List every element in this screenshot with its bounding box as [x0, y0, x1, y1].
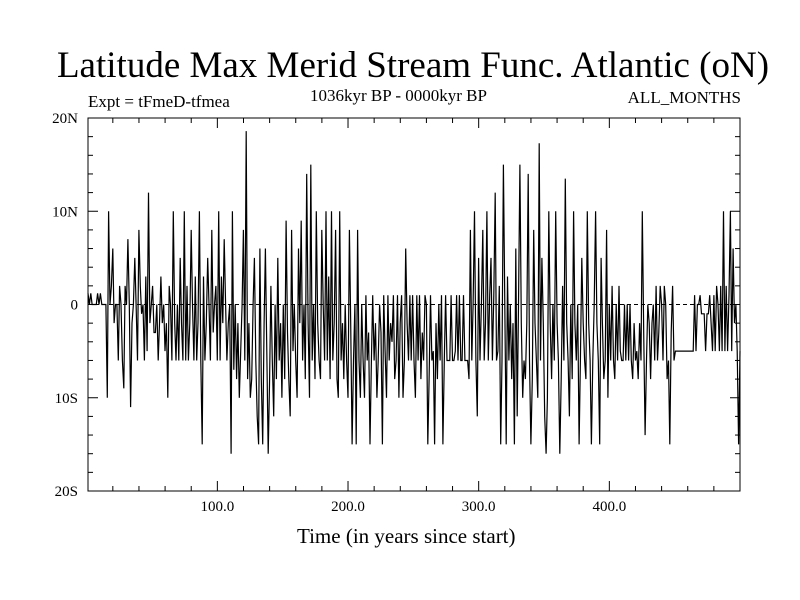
- y-tick-label: 10N: [52, 204, 78, 220]
- y-tick-label: 20N: [52, 111, 78, 127]
- x-tick-label: 200.0: [331, 499, 365, 515]
- series-line: [88, 131, 740, 454]
- x-tick-label: 400.0: [592, 499, 626, 515]
- y-tick-label: 20S: [55, 484, 78, 500]
- x-tick-label: 300.0: [462, 499, 496, 515]
- x-tick-label: 100.0: [200, 499, 234, 515]
- y-tick-label: 0: [71, 298, 79, 314]
- y-tick-label: 10S: [55, 391, 78, 407]
